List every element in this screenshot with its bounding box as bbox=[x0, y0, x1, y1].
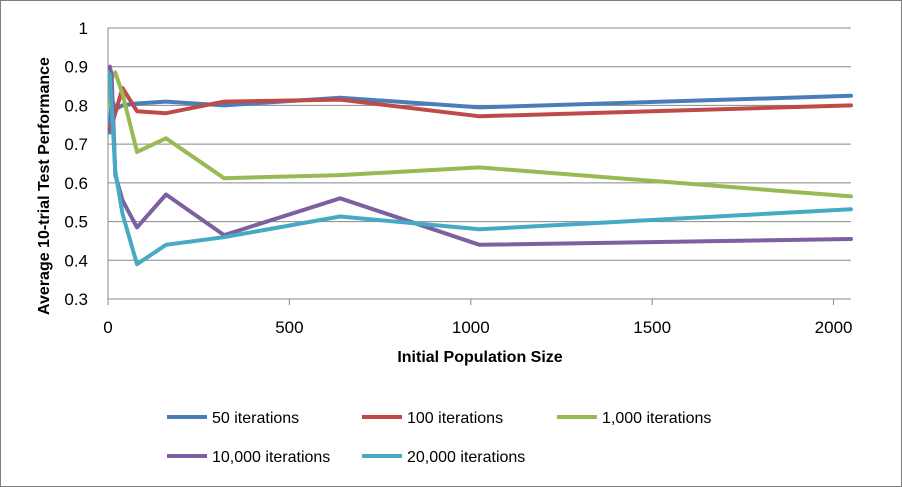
legend-label-0: 50 iterations bbox=[212, 410, 299, 427]
y-tick-label: 0.4 bbox=[64, 251, 88, 270]
legend: 50 iterations 100 iterations 1,000 iterati… bbox=[167, 410, 711, 466]
y-tick-label: 0.5 bbox=[64, 213, 88, 232]
y-tick-label: 0.3 bbox=[64, 290, 88, 309]
axes bbox=[107, 28, 851, 300]
x-axis-title: Initial Population Size bbox=[397, 349, 562, 366]
legend-label-2: 1,000 iterations bbox=[602, 410, 711, 427]
y-tick-label: 0.7 bbox=[64, 135, 88, 154]
x-tick-label: 0 bbox=[103, 318, 112, 337]
x-tick-label: 1500 bbox=[633, 318, 671, 337]
x-tick-label: 500 bbox=[275, 318, 303, 337]
legend-label-1: 100 iterations bbox=[407, 410, 503, 427]
series-line-3 bbox=[107, 64, 853, 247]
y-tick-labels: 0.3 0.4 0.5 0.6 0.7 0.8 0.9 1 bbox=[64, 19, 88, 309]
gridlines bbox=[108, 27, 851, 261]
series-lines bbox=[107, 64, 853, 267]
x-tick-label: 1000 bbox=[452, 318, 490, 337]
y-tick-label: 0.9 bbox=[64, 58, 88, 77]
y-tick-label: 0.8 bbox=[64, 96, 88, 115]
x-tick-labels: 0 500 1000 1500 2000 bbox=[103, 299, 853, 337]
legend-label-3: 10,000 iterations bbox=[212, 449, 330, 466]
y-axis-title: Average 10-trial Test Performance bbox=[36, 57, 53, 315]
series-line-2 bbox=[107, 70, 853, 199]
series-line-4 bbox=[107, 72, 853, 267]
x-tick-label: 2000 bbox=[815, 318, 853, 337]
y-tick-label: 0.6 bbox=[64, 174, 88, 193]
y-tick-label: 1 bbox=[79, 19, 88, 38]
legend-label-4: 20,000 iterations bbox=[407, 449, 525, 466]
